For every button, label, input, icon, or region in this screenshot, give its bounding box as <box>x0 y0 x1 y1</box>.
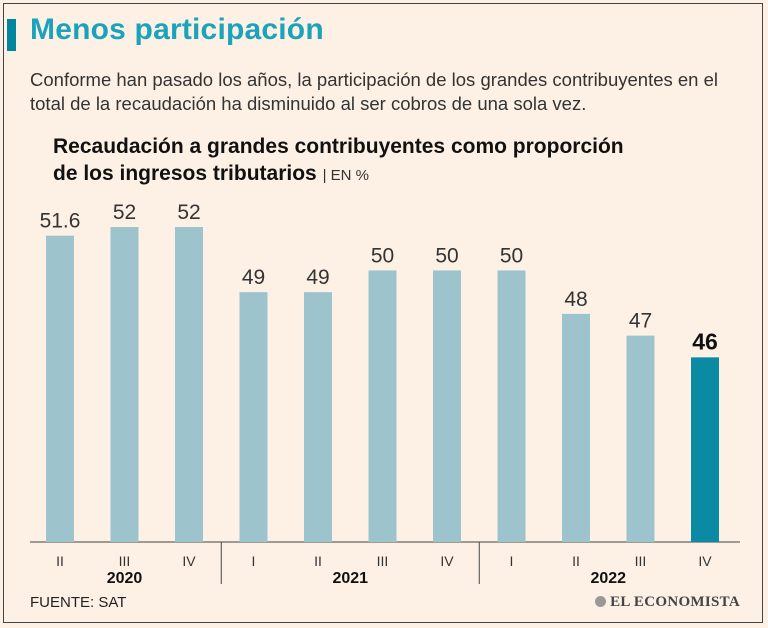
brand-name: EL ECONOMISTA <box>610 594 740 610</box>
bar <box>497 270 526 542</box>
brand-logo: EL ECONOMISTA <box>595 594 740 611</box>
page-title: Menos participación <box>30 13 324 46</box>
data-label: 52 <box>113 201 136 224</box>
x-tick-label: II <box>314 553 322 569</box>
data-label: 49 <box>306 266 329 289</box>
x-group-label: 2022 <box>590 570 626 587</box>
source-note: FUENTE: SAT <box>30 594 127 611</box>
data-label: 50 <box>435 244 458 267</box>
chart-title-line1: Recaudación a grandes contribuyentes com… <box>53 135 624 158</box>
frame <box>3 3 763 623</box>
data-label: 49 <box>242 266 265 289</box>
bar <box>368 270 397 542</box>
chart-title-line2: de los ingresos tributarios <box>53 162 317 185</box>
x-tick-label: II <box>572 553 580 569</box>
title-accent-bar <box>7 19 16 51</box>
data-label: 51.6 <box>40 210 81 233</box>
bar <box>304 292 332 542</box>
data-label: 52 <box>177 201 200 224</box>
data-label: 46 <box>692 328 718 354</box>
x-tick-label: I <box>252 553 256 569</box>
bar <box>433 270 461 542</box>
data-label: 50 <box>371 244 394 267</box>
x-group-label: 2020 <box>107 570 143 587</box>
x-tick-label: II <box>56 553 64 569</box>
x-group-label: 2021 <box>332 570 368 587</box>
x-tick-label: III <box>635 553 647 569</box>
x-tick-label: IV <box>440 553 454 569</box>
x-tick-label: IV <box>182 553 196 569</box>
x-tick-label: I <box>510 553 514 569</box>
bar <box>239 292 268 542</box>
brand-dot-icon <box>595 596 607 607</box>
x-tick-label: IV <box>698 553 712 569</box>
chart-unit: | EN % <box>322 167 369 184</box>
page-subtitle: Conforme han pasado los años, la partici… <box>30 69 719 114</box>
x-tick-label: III <box>119 553 131 569</box>
bar <box>691 357 719 542</box>
bar <box>562 313 590 542</box>
bar <box>175 227 203 542</box>
data-label: 48 <box>564 288 587 311</box>
bar <box>626 335 655 542</box>
data-label: 50 <box>500 244 523 267</box>
bar <box>46 235 74 543</box>
chart-title: Recaudación a grandes contribuyentes com… <box>53 133 624 189</box>
bar <box>110 227 139 542</box>
data-label: 47 <box>629 310 652 333</box>
x-tick-label: III <box>377 553 389 569</box>
